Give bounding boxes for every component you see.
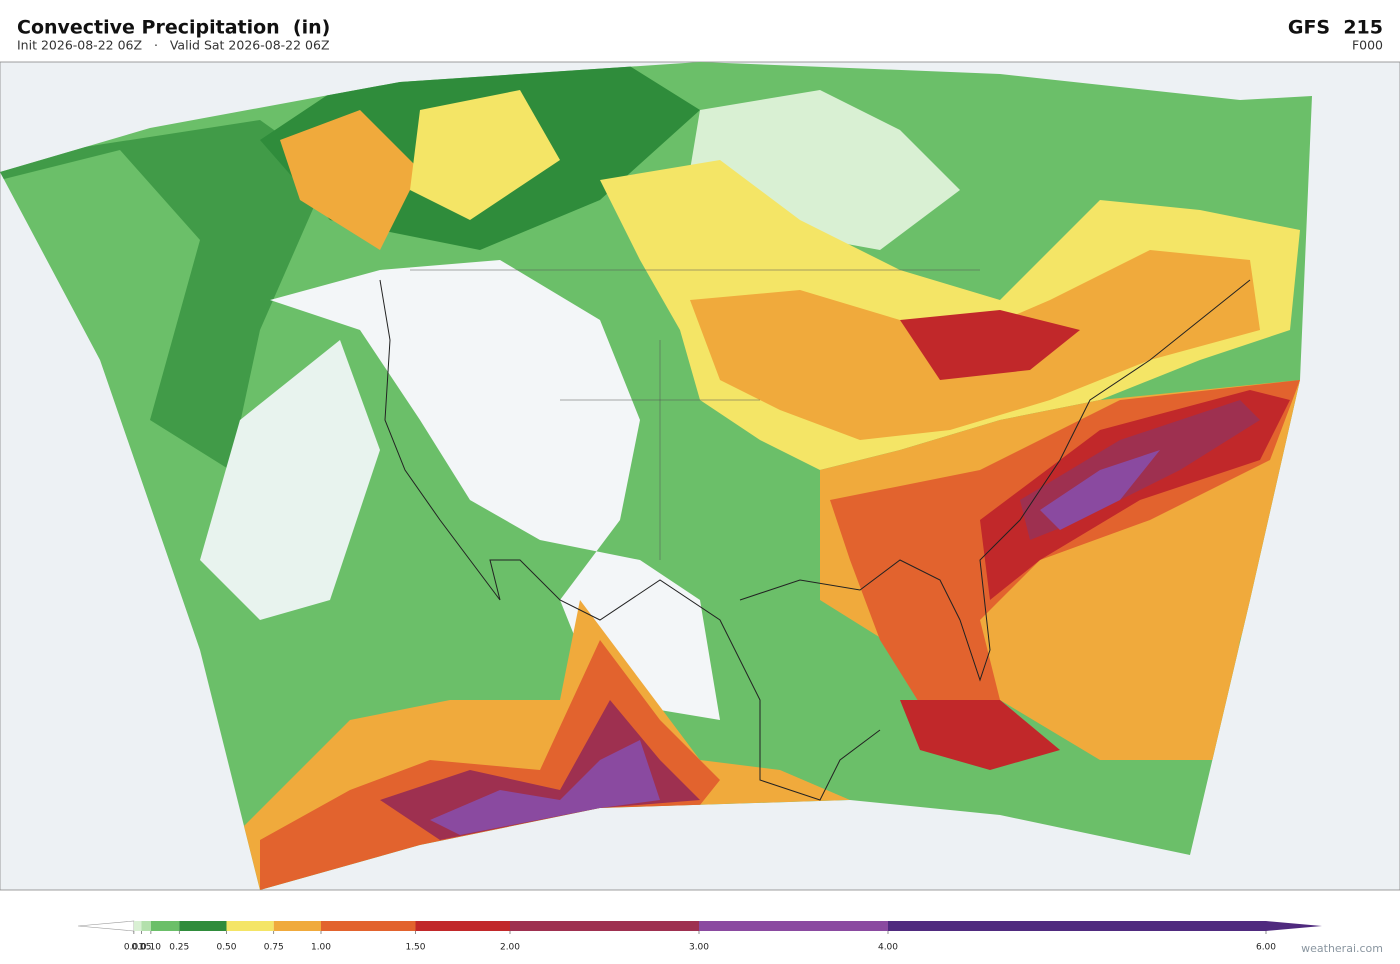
colorbar-segment xyxy=(415,921,510,931)
colorbar-tick-label: 4.00 xyxy=(878,943,898,953)
colorbar-extend-high xyxy=(1266,921,1322,931)
colorbar-segment xyxy=(133,921,142,931)
colorbar-tick-label: 0.05 xyxy=(131,943,151,953)
colorbar-tick-label: 0.01 xyxy=(124,943,144,953)
map xyxy=(0,61,1400,891)
colorbar-tick-label: 1.50 xyxy=(405,943,425,953)
colorbar-tick-label: 1.00 xyxy=(311,943,331,953)
colorbar-tick-label: 0.50 xyxy=(216,943,236,953)
credit: weatherai.com xyxy=(1301,942,1383,955)
colorbar-segment xyxy=(141,921,151,931)
colorbar-segment xyxy=(321,921,416,931)
colorbar-segment xyxy=(150,921,180,931)
colorbar-tick-label: 2.00 xyxy=(500,943,520,953)
colorbar-segment xyxy=(699,921,888,931)
colorbar-segment xyxy=(226,921,274,931)
colorbar-segment xyxy=(179,921,227,931)
colorbar-tick-label: 3.00 xyxy=(689,943,709,953)
model-label: GFS 215 xyxy=(1288,17,1383,39)
colorbar: 0.010.050.10 0.25 0.50 0.75 1.00 1.50 2.00 3.00… xyxy=(77,920,1322,953)
colorbar-tick-label: 0.25 xyxy=(169,943,189,953)
colorbar-tick-label: 0.75 xyxy=(264,943,284,953)
forecast-hour: F000 xyxy=(1352,38,1383,53)
colorbar-tick-label: 0.10 xyxy=(141,943,161,953)
map-subtitle: Init 2026-08-22 06Z · Valid Sat 2026-08-… xyxy=(17,38,330,53)
colorbar-segment xyxy=(888,921,1266,931)
map-title: Convective Precipitation (in) xyxy=(17,17,330,39)
colorbar-segment xyxy=(273,921,321,931)
colorbar-tick-label: 6.00 xyxy=(1256,943,1276,953)
colorbar-segment xyxy=(510,921,699,931)
colorbar-extend-low xyxy=(77,920,135,932)
